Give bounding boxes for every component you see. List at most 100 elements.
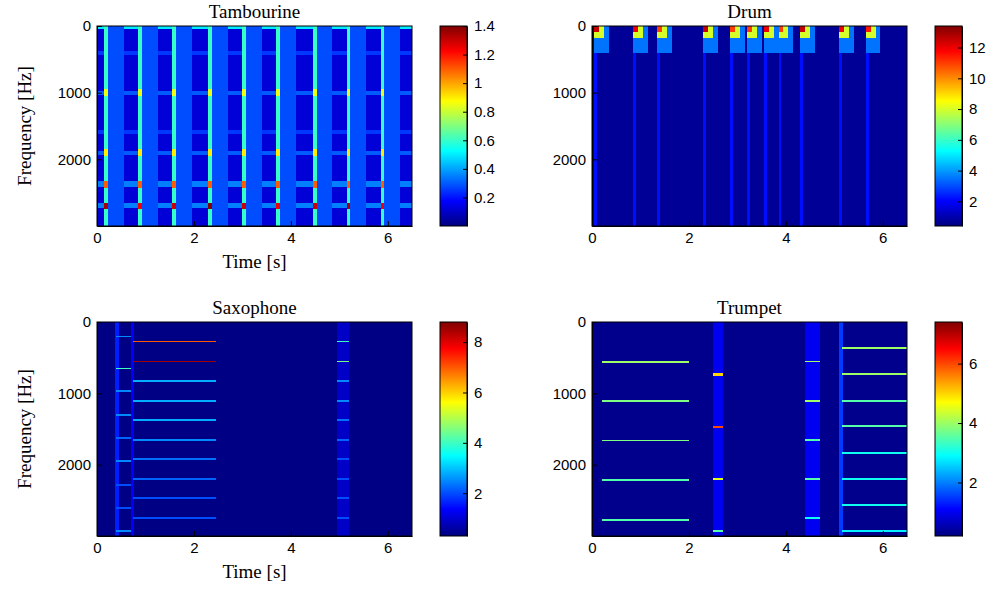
tick-label: 0 [588, 229, 596, 246]
cell [242, 203, 246, 210]
tick-mark [463, 443, 467, 444]
tick: 4 [463, 434, 482, 451]
cell [805, 439, 820, 441]
cell [337, 341, 349, 343]
heatmap-cells [592, 26, 907, 226]
tick-label: 0 [588, 539, 596, 556]
tick-label: 4 [969, 414, 977, 431]
tick-mark [958, 364, 962, 365]
cell [276, 203, 280, 210]
plot-frame [97, 26, 412, 226]
cell [276, 89, 280, 96]
title: Saxophone [212, 297, 296, 318]
tick-mark [463, 493, 467, 494]
cell [713, 426, 723, 428]
tick-label: 0 [578, 17, 586, 34]
y-axis: 010002000 [58, 17, 102, 226]
background-cell [592, 26, 907, 226]
cell [313, 181, 317, 188]
cell [602, 361, 689, 363]
cell [842, 452, 907, 454]
cell [104, 203, 108, 210]
tick-label: 0.8 [474, 103, 495, 120]
background-cell [592, 322, 907, 536]
cell [703, 26, 718, 53]
tick: 4 [958, 414, 977, 431]
tick-label: 2000 [58, 151, 91, 168]
panel: 02460100020000.20.40.60.811.21.4Tambouri… [14, 1, 495, 272]
tick-mark [97, 159, 102, 160]
cell [800, 26, 815, 53]
tick-mark [97, 93, 102, 94]
tick-label: 2000 [58, 456, 91, 473]
colorbar [935, 322, 962, 536]
cell [764, 26, 774, 38]
cell [337, 439, 349, 441]
tick-mark [958, 109, 962, 110]
cell [347, 181, 351, 188]
background-cell [97, 322, 412, 536]
x-axis-title: Time [s] [222, 561, 286, 582]
tick: 2 [685, 531, 693, 556]
tick: 4 [782, 531, 790, 556]
colorbar-axis: 2468 [463, 323, 482, 537]
tick: 6 [879, 531, 887, 556]
cell [133, 517, 215, 519]
tick-label: 6 [474, 384, 482, 401]
tick-mark [463, 342, 467, 343]
tick: 1000 [553, 385, 597, 402]
cell [866, 26, 869, 226]
tick: 2000 [553, 151, 597, 168]
tick: 6 [958, 355, 977, 372]
cell [347, 26, 351, 226]
tick: 8 [958, 100, 977, 117]
tick-mark [194, 221, 195, 226]
cell [133, 439, 215, 441]
cell [381, 26, 385, 226]
cell [276, 26, 295, 226]
axis-line [593, 226, 908, 227]
tick-mark [883, 221, 884, 226]
cell [347, 26, 366, 226]
cell [208, 89, 212, 96]
panel: 024601000200024681012Drum [553, 1, 986, 246]
cell [337, 419, 349, 421]
cell [381, 149, 385, 156]
cell [242, 26, 261, 226]
tick: 4 [287, 221, 295, 246]
axis-line [98, 226, 413, 227]
tick-label: 1.2 [474, 46, 495, 63]
heatmap-cells [97, 26, 412, 226]
tick-mark [194, 531, 195, 536]
cell [703, 26, 708, 32]
tick-mark [388, 531, 389, 536]
cell [116, 460, 132, 462]
cell [242, 181, 246, 188]
heatmap-cells [592, 322, 907, 536]
cell [800, 26, 803, 226]
tick-label: 10 [969, 70, 986, 87]
axis-line [97, 27, 98, 227]
tick: 6 [958, 131, 977, 148]
cell [747, 26, 750, 226]
tick-label: 2000 [553, 151, 586, 168]
tick-label: 6 [384, 229, 392, 246]
tick: 0.6 [463, 132, 495, 149]
plot-frame [592, 322, 907, 536]
cell [594, 26, 597, 226]
tick: 1000 [553, 84, 597, 101]
tick-mark [463, 197, 467, 198]
y-axis: 010002000 [58, 313, 102, 536]
tick: 0.4 [463, 160, 495, 177]
x-axis-title: Time [s] [222, 251, 286, 272]
cell [633, 26, 643, 38]
cell [805, 322, 820, 536]
cell [133, 380, 215, 382]
cell [713, 530, 723, 532]
cell [104, 89, 108, 96]
tick-mark [592, 159, 597, 160]
cell [805, 361, 820, 363]
tick: 6 [384, 531, 392, 556]
tick: 1000 [58, 84, 102, 101]
tick-label: 2 [190, 229, 198, 246]
